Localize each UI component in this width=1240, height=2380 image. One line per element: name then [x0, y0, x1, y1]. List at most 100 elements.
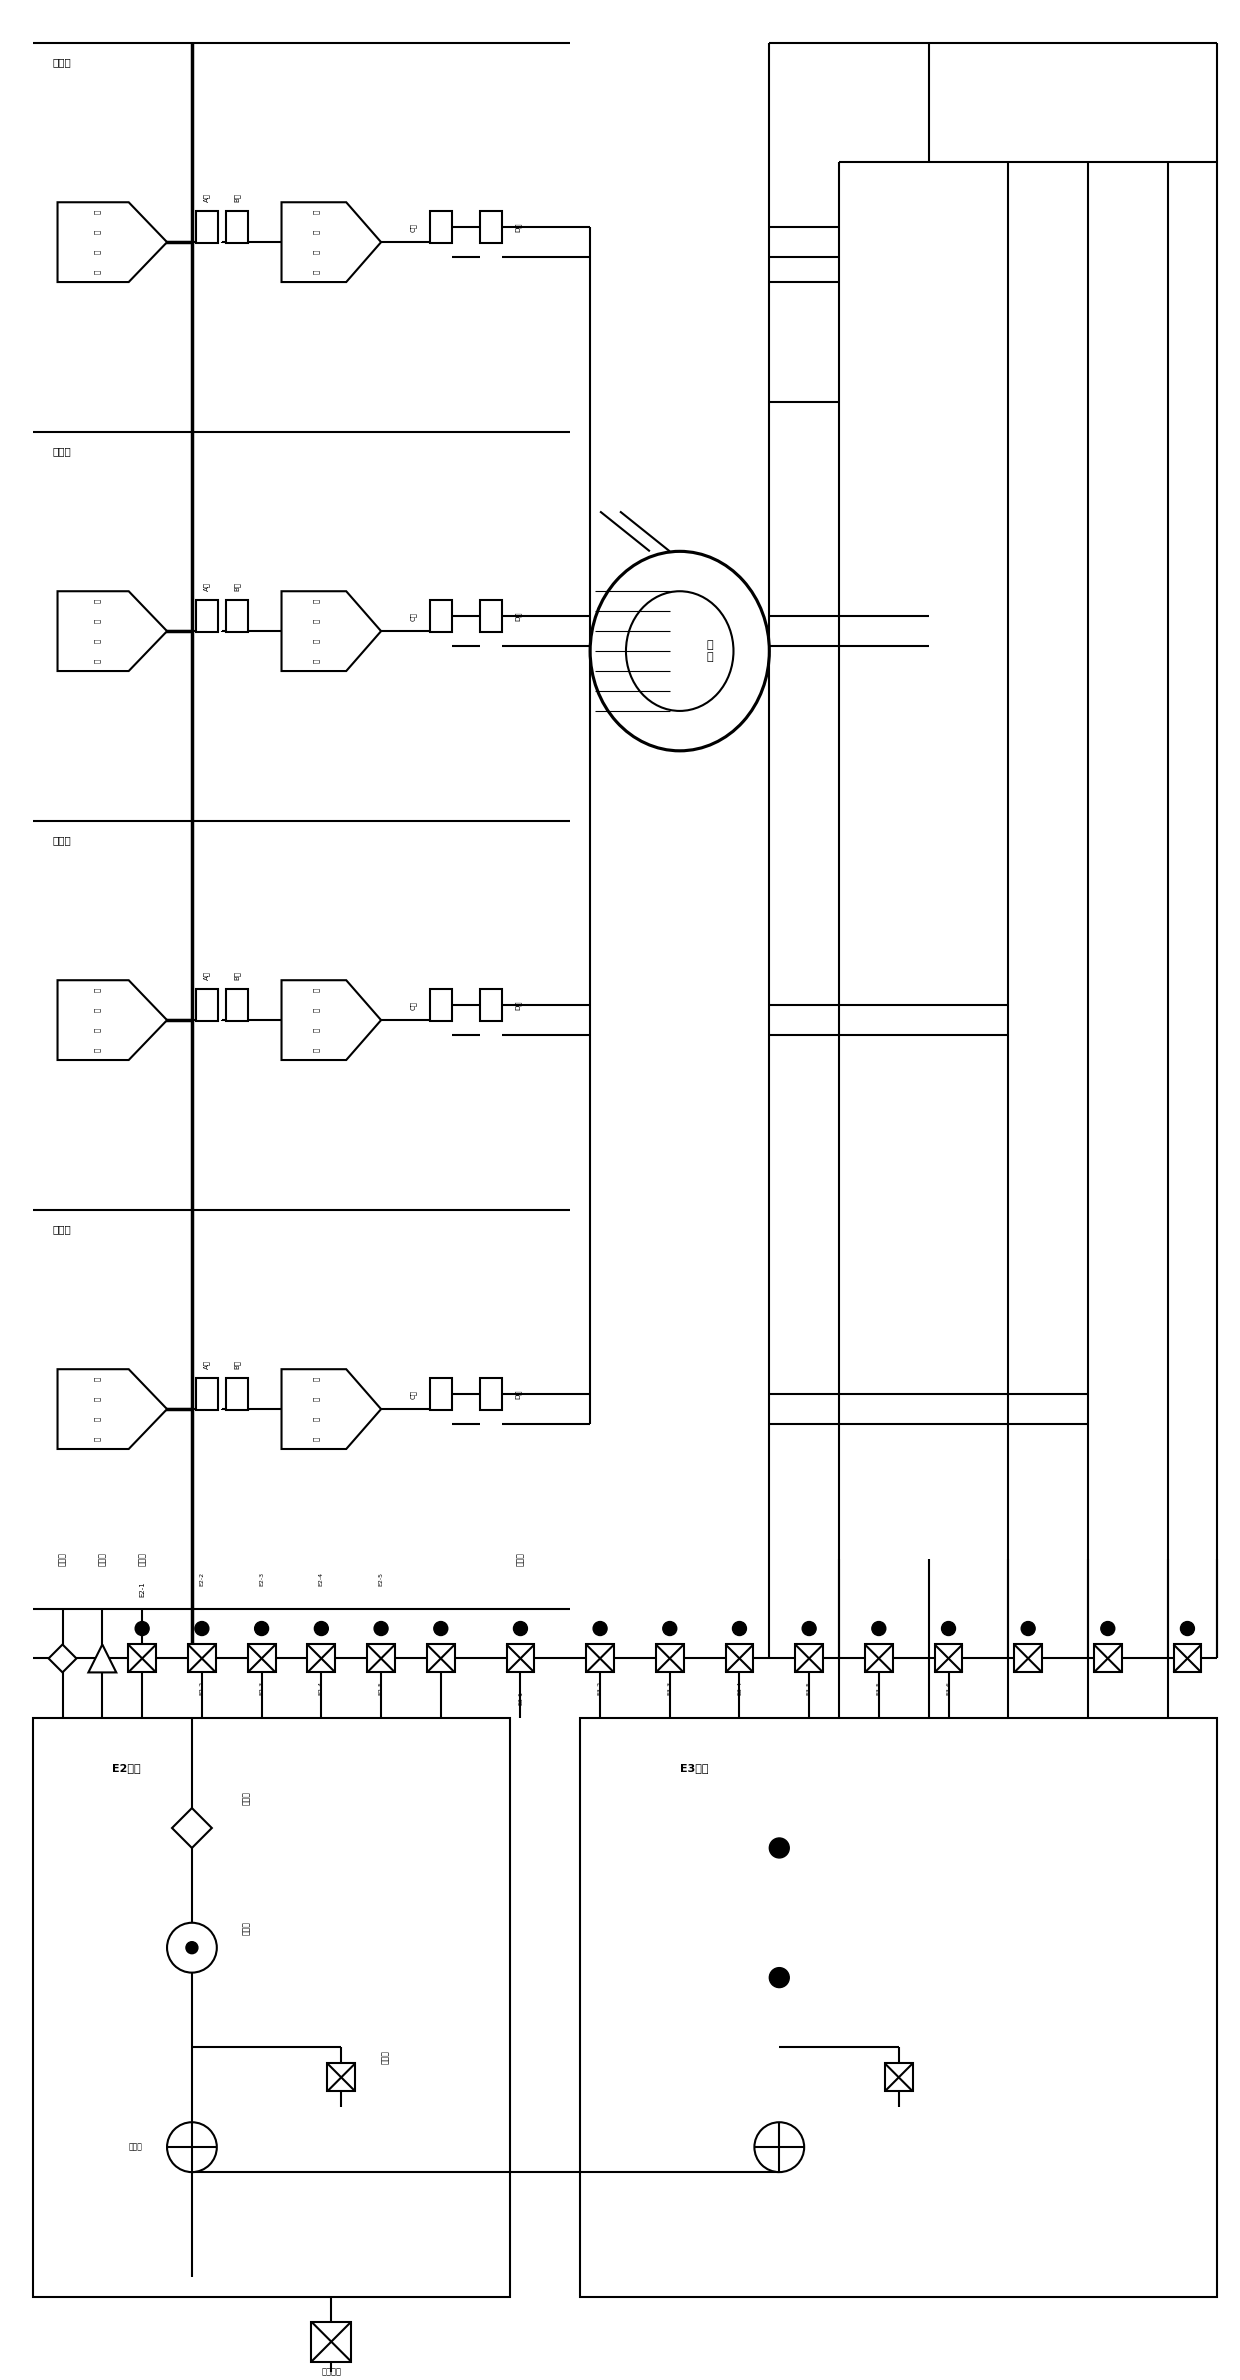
Bar — [430, 600, 451, 633]
Polygon shape — [172, 1809, 212, 1847]
Text: B阀: B阀 — [233, 193, 241, 202]
Circle shape — [254, 1621, 269, 1635]
Bar — [226, 600, 248, 633]
Bar — [580, 1718, 1218, 2297]
Circle shape — [374, 1621, 388, 1635]
Bar — [311, 2323, 351, 2361]
Circle shape — [315, 1621, 329, 1635]
Text: 料: 料 — [312, 638, 320, 643]
Text: 流量计: 流量计 — [58, 1552, 67, 1566]
Text: D阀: D阀 — [515, 1390, 522, 1399]
Text: B阀: B阀 — [233, 971, 241, 981]
Text: 切断总阀: 切断总阀 — [321, 2368, 341, 2375]
Bar — [430, 1378, 451, 1409]
Text: B阀: B阀 — [233, 1359, 241, 1368]
Polygon shape — [57, 1368, 167, 1449]
Bar — [196, 990, 218, 1021]
Text: E3-4: E3-4 — [737, 1680, 742, 1695]
Text: C阀: C阀 — [409, 612, 417, 621]
Text: 排水阀: 排水阀 — [381, 2052, 391, 2063]
Bar — [226, 990, 248, 1021]
Circle shape — [593, 1621, 608, 1635]
Text: 量: 量 — [94, 1397, 100, 1402]
Circle shape — [167, 2123, 217, 2173]
Bar — [480, 212, 501, 243]
Text: 中: 中 — [312, 209, 320, 214]
Text: 压力表: 压力表 — [242, 1921, 250, 1935]
Text: A阀: A阀 — [203, 1359, 210, 1368]
Text: 间: 间 — [312, 1397, 320, 1402]
Text: E2-4: E2-4 — [319, 1680, 324, 1695]
Polygon shape — [88, 1645, 117, 1673]
Text: E2-3: E2-3 — [259, 1680, 264, 1695]
Text: 斗: 斗 — [94, 659, 100, 664]
Bar — [196, 600, 218, 633]
Circle shape — [186, 1942, 198, 1954]
Text: E2-2: E2-2 — [200, 1571, 205, 1585]
Text: E2-2: E2-2 — [200, 1680, 205, 1695]
Text: E3-6: E3-6 — [946, 1680, 951, 1695]
Text: 间: 间 — [312, 1009, 320, 1012]
Bar — [656, 1645, 683, 1673]
Bar — [327, 2063, 355, 2092]
Polygon shape — [57, 202, 167, 283]
Text: 斗: 斗 — [312, 659, 320, 664]
Text: 斗: 斗 — [94, 269, 100, 274]
Bar — [480, 990, 501, 1021]
Circle shape — [1101, 1621, 1115, 1635]
Circle shape — [434, 1621, 448, 1635]
Polygon shape — [57, 981, 167, 1059]
Text: 切断阀: 切断阀 — [516, 1552, 525, 1566]
Bar — [795, 1645, 823, 1673]
Circle shape — [663, 1621, 677, 1635]
Text: E2-3: E2-3 — [259, 1571, 264, 1585]
Bar — [587, 1645, 614, 1673]
Polygon shape — [48, 1645, 77, 1673]
Text: 投料室: 投料室 — [52, 447, 72, 457]
Circle shape — [1180, 1621, 1194, 1635]
Text: 量: 量 — [94, 619, 100, 624]
Text: E3-3: E3-3 — [667, 1680, 672, 1695]
Bar — [188, 1645, 216, 1673]
Text: 调节阀: 调节阀 — [98, 1552, 107, 1566]
Polygon shape — [57, 590, 167, 671]
Bar — [480, 1378, 501, 1409]
Circle shape — [1022, 1621, 1035, 1635]
Text: E2系统: E2系统 — [113, 1764, 141, 1773]
Bar — [427, 1645, 455, 1673]
Ellipse shape — [590, 552, 769, 750]
Text: 称: 称 — [94, 1378, 100, 1380]
Text: 中: 中 — [312, 988, 320, 992]
Circle shape — [941, 1621, 956, 1635]
Text: 转
炉: 转 炉 — [707, 640, 713, 662]
Circle shape — [167, 1923, 217, 1973]
Bar — [308, 1645, 335, 1673]
Text: 投料室: 投料室 — [52, 835, 72, 845]
Polygon shape — [281, 202, 381, 283]
Bar — [226, 212, 248, 243]
Bar — [226, 1378, 248, 1409]
Text: 称: 称 — [94, 988, 100, 992]
Circle shape — [195, 1621, 208, 1635]
Text: 斗: 斗 — [94, 1438, 100, 1442]
Text: E3-5: E3-5 — [807, 1680, 812, 1695]
Text: E3-2: E3-2 — [598, 1680, 603, 1695]
Text: 料: 料 — [312, 250, 320, 255]
Circle shape — [769, 1968, 789, 1987]
Polygon shape — [281, 981, 381, 1059]
Text: E2-4: E2-4 — [319, 1571, 324, 1585]
Ellipse shape — [626, 590, 734, 712]
Circle shape — [754, 2123, 805, 2173]
Text: 量: 量 — [94, 231, 100, 233]
Bar — [196, 1378, 218, 1409]
Circle shape — [513, 1621, 527, 1635]
Bar — [32, 1718, 511, 2297]
Bar — [885, 2063, 913, 2092]
Text: E2-5: E2-5 — [378, 1571, 383, 1585]
Polygon shape — [281, 590, 381, 671]
Text: 切断阀: 切断阀 — [138, 1552, 146, 1566]
Text: 流量计: 流量计 — [242, 1792, 250, 1804]
Text: 称: 称 — [94, 600, 100, 605]
Bar — [430, 212, 451, 243]
Text: 斗: 斗 — [94, 1047, 100, 1052]
